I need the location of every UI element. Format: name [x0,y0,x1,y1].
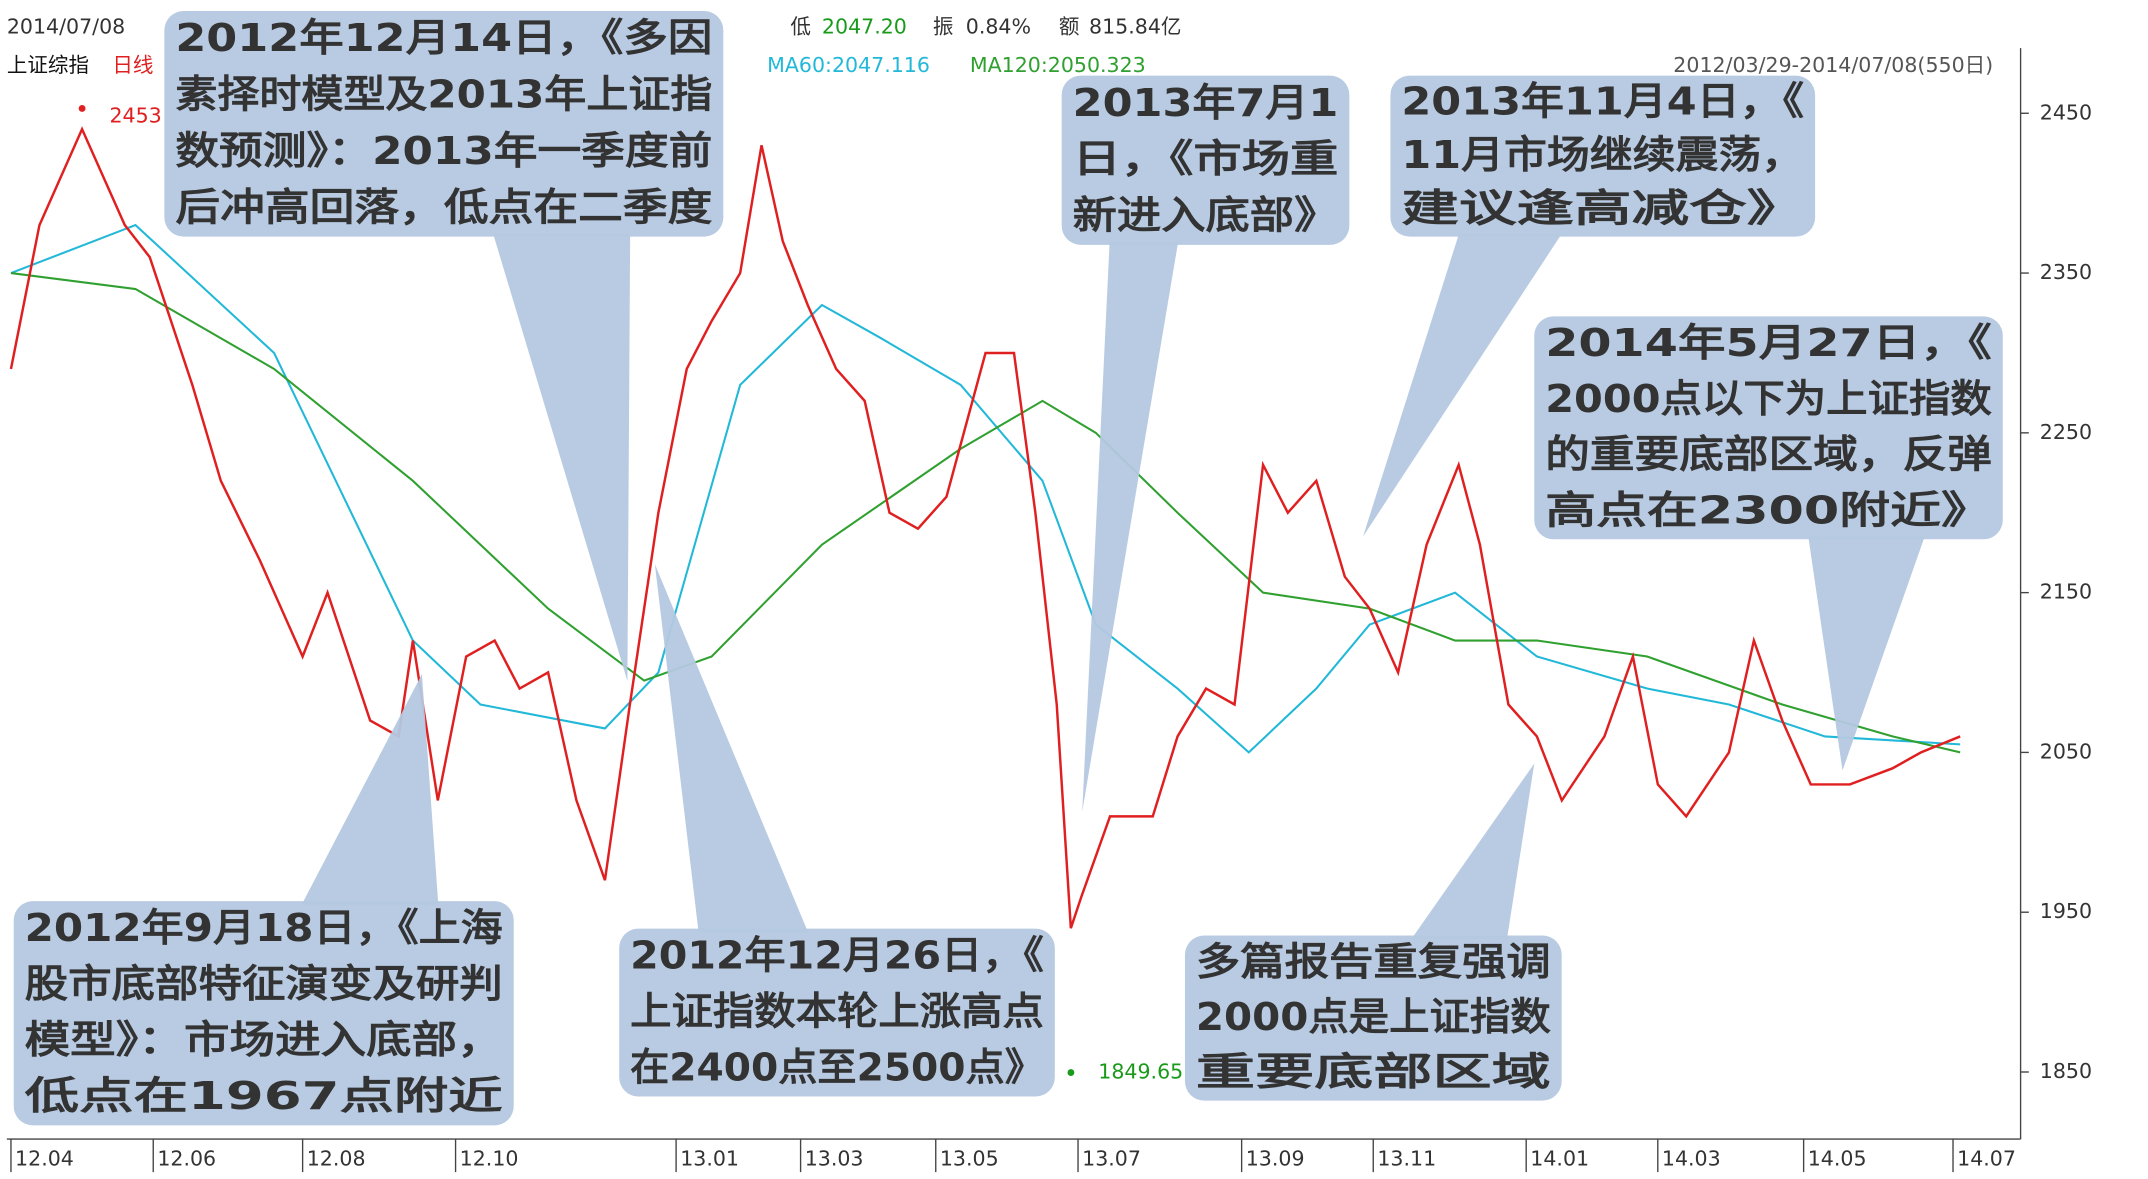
amp-label: 振 [933,14,954,38]
callout-text: 上证指数本轮上涨高点 [630,989,1044,1034]
legend-entry: MA60:2047.116 [767,53,930,77]
x-tick-label: 14.05 [1808,1147,1867,1171]
x-tick-label: 13.07 [1082,1147,1141,1171]
amount-label: 额 [1059,14,1080,38]
date: 2014/07/08 [7,14,125,38]
callout-text: 建议逢高减仓》 [1401,187,1804,232]
callout-text: 2012年9月18日，《上海 [25,906,503,951]
low-marker [1067,1069,1075,1076]
callout-box [1184,935,1562,1101]
callout-text: 重要底部区域 [1196,1050,1551,1095]
ma-line [10,223,1961,754]
ma-line [10,272,1961,754]
callout-text: 数预测》：2013年一季度前 [175,129,712,174]
x-tick-label: 13.03 [805,1147,864,1171]
callout-box [1061,75,1350,245]
callout-box [1534,316,2003,540]
x-tick-label: 14.07 [1957,1147,2016,1171]
y-tick-label: 2050 [2040,739,2092,763]
high-label: 2453 [109,104,161,128]
y-tick-label: 2250 [2040,420,2092,444]
callout-text: 新进入底部》 [1073,194,1339,239]
callout-text: 模型》：市场进入底部， [25,1018,503,1063]
callout-text: 素择时模型及2013年上证指 [175,72,712,117]
low-label: 1849.65 [1098,1060,1183,1084]
x-tick-label: 12.06 [157,1147,216,1171]
callout-text: 2012年12月26日，《 [630,933,1044,978]
callout-box [1390,75,1816,237]
callout-text: 2000点是上证指数 [1196,995,1551,1040]
callout-text: 2012年12月14日，《多因 [175,16,712,61]
amp-value: 0.84% [966,14,1031,38]
callout-text: 后冲高回落，低点在二季度 [175,185,713,230]
callout-pointer [1410,763,1535,940]
y-tick-label: 2350 [2040,260,2092,284]
x-tick-label: 13.01 [680,1147,739,1171]
callout-box [13,901,514,1126]
chart-title: 上证综指 [7,53,89,77]
x-tick-label: 12.04 [15,1147,74,1171]
callout-text: 低点在1967点附近 [25,1074,504,1119]
range-label: 2012/03/29-2014/07/08(550日) [1673,53,1993,77]
x-tick-label: 13.05 [940,1147,999,1171]
x-tick-label: 13.11 [1377,1147,1436,1171]
callout-text: 2000点以下为上证指数 [1545,377,1992,422]
x-tick-label: 13.09 [1246,1147,1305,1171]
callout-text: 的重要底部区域，反弹 [1545,433,1992,478]
callout-box [619,928,1055,1097]
callout: 2014年5月27日，《 2000点以下为上证指数的重要底部区域，反弹高点在230… [1534,316,2003,771]
callout-text: 2014年5月27日，《 [1545,321,1992,366]
callout-text: 2013年11月4日，《 [1401,79,1804,124]
x-tick-label: 14.03 [1662,1147,1721,1171]
callout-text: 2013年7月1 [1073,81,1339,126]
callout-pointer [301,674,439,906]
y-tick-label: 1850 [2040,1059,2092,1083]
callout-box [164,11,724,237]
legend-entry: MA120:2050.323 [970,53,1146,77]
y-tick-label: 2450 [2040,100,2092,124]
low-label: 低 [790,14,811,38]
low-value: 2047.20 [822,14,907,38]
x-tick-label: 12.08 [307,1147,366,1171]
high-marker [78,105,86,112]
callout-pointer [1808,536,1925,771]
callout-text: 多篇报告重复强调 [1196,940,1551,985]
callout-text: 高点在2300附近》 [1545,488,1992,533]
y-tick-label: 1950 [2040,899,2092,923]
callout-text: 日，《市场重 [1073,137,1339,182]
callout: 2012年12月14日，《多因素择时模型及2013年上证指数预测》：2013年一… [164,11,724,681]
callout-text: 股市底部特征演变及研判 [25,962,503,1007]
callout-pointer [654,564,809,933]
subtitle: 日线 [112,53,153,77]
y-tick-label: 2150 [2040,580,2092,604]
callout-pointer [493,233,631,681]
amount-value: 815.84亿 [1089,14,1181,38]
callout-text: 11月市场继续震荡， [1401,133,1804,178]
x-tick-label: 14.01 [1530,1147,1589,1171]
x-tick-label: 12.10 [460,1147,519,1171]
callout-text: 在2400点至2500点》 [630,1045,1044,1090]
